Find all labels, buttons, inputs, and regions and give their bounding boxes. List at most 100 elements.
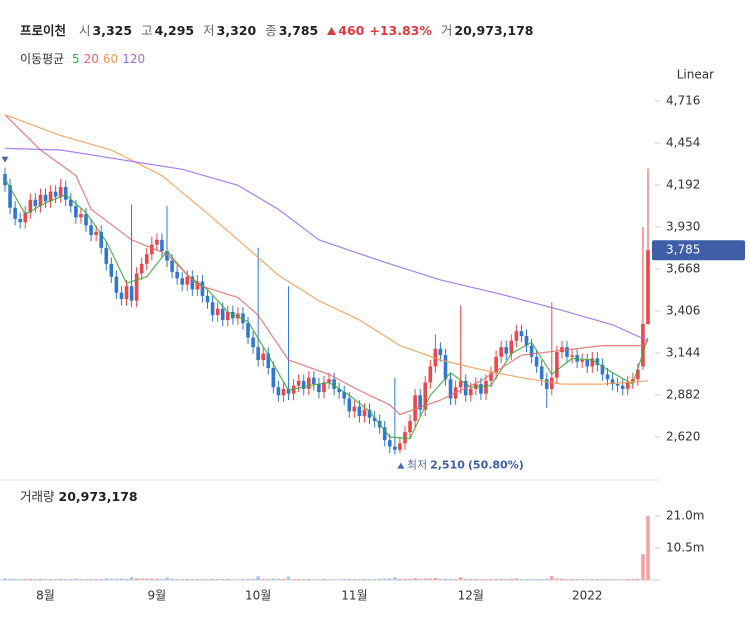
- candle-body: [175, 271, 179, 279]
- volume-bar: [144, 578, 149, 580]
- volume-bar: [605, 579, 610, 580]
- volume-bar: [84, 579, 88, 580]
- candle-body: [266, 353, 271, 369]
- volume-bar: [241, 579, 245, 580]
- candle-body: [8, 185, 12, 208]
- header-item-value: 3,325: [92, 23, 133, 38]
- volume-bar: [165, 577, 169, 580]
- moving-average-line: [4, 178, 649, 440]
- volume-bar: [453, 579, 458, 580]
- candle-body: [256, 347, 260, 361]
- candle-body: [352, 406, 357, 412]
- low-annotation: 최저 2,510 (50.80%): [407, 459, 524, 472]
- volume-bar: [160, 579, 164, 580]
- candle-body: [625, 382, 630, 389]
- volume-bar: [342, 579, 347, 580]
- volume-bar: [23, 579, 28, 580]
- volume-bar: [347, 578, 352, 580]
- volume-bar: [428, 578, 433, 580]
- volume-bar: [33, 579, 38, 580]
- volume-bar: [372, 579, 377, 580]
- candle-body: [615, 384, 620, 386]
- candle-body: [306, 377, 311, 389]
- volume-bar: [134, 578, 139, 580]
- low-annotation-change: (50.80%): [468, 459, 524, 472]
- candle-body: [646, 250, 650, 324]
- candle-body: [555, 352, 559, 378]
- candle-body: [458, 380, 463, 388]
- candle-body: [600, 364, 605, 375]
- candle-body: [139, 263, 144, 274]
- volume-bar: [398, 578, 402, 580]
- candle-body: [631, 379, 635, 383]
- ma-legend-item: 20: [83, 52, 99, 66]
- volume-bar: [362, 579, 367, 580]
- ma-legend: 이동평균 5 20 60 120: [20, 50, 145, 67]
- volume-bar: [63, 579, 68, 580]
- volume-bar: [317, 579, 321, 580]
- candle-body: [225, 311, 230, 320]
- volume-bar: [236, 579, 240, 580]
- candle-body: [367, 409, 372, 418]
- y-tick-label: 4,716: [666, 93, 700, 107]
- header: 프로이천 시 3,325 고 4,295 저 3,320 종 3,785 460 +13.83% 거…: [20, 20, 533, 39]
- candle-body: [220, 308, 225, 320]
- volume-bar: [301, 579, 306, 580]
- header-item-label: 종: [265, 23, 277, 38]
- candle-body: [150, 244, 154, 255]
- candle-body: [387, 440, 392, 447]
- volume-bar: [38, 578, 43, 580]
- volume-bar: [337, 579, 341, 580]
- volume-bar: [205, 579, 210, 580]
- candle-body: [251, 337, 255, 348]
- candle-body: [418, 395, 422, 410]
- volume-bar: [479, 579, 483, 580]
- volume-bar: [570, 579, 574, 580]
- candle-body: [43, 194, 48, 202]
- y-tick-label: 2,620: [666, 429, 700, 443]
- volume-bar: [53, 579, 58, 580]
- volume-bar: [48, 579, 53, 580]
- candle-body: [165, 251, 169, 261]
- volume-bar: [28, 578, 33, 580]
- candle-body: [413, 395, 417, 421]
- volume-bar: [438, 578, 443, 580]
- candle-body: [605, 374, 610, 380]
- candle-body: [296, 380, 301, 386]
- volume-bar: [155, 578, 159, 580]
- candle-body: [190, 276, 195, 290]
- candle-body: [89, 225, 93, 235]
- ma-legend-item: 5: [72, 52, 80, 66]
- volume-bar: [590, 579, 595, 580]
- volume-bar: [615, 579, 620, 580]
- candle-body: [509, 340, 514, 354]
- candle-body: [281, 388, 286, 396]
- candle-body: [104, 247, 109, 264]
- volume-bar: [104, 578, 109, 580]
- volume-bar: [544, 578, 549, 580]
- volume-bar: [620, 579, 625, 580]
- change: 460: [338, 23, 365, 38]
- x-tick-label: 2022: [572, 589, 603, 603]
- candle-body: [484, 380, 488, 394]
- candle-body: [322, 382, 326, 393]
- candle-body: [519, 331, 524, 336]
- candle-body: [423, 382, 428, 410]
- volume-bar: [514, 578, 519, 580]
- volume-bar: [251, 578, 255, 580]
- volume-bar: [322, 579, 326, 580]
- volume-bar: [560, 578, 564, 580]
- volume-bar: [89, 578, 93, 580]
- up-arrow: [327, 23, 337, 38]
- volume-bar: [423, 578, 428, 580]
- volume-bar: [484, 579, 488, 580]
- candle-body: [129, 286, 134, 301]
- candle-body: [99, 231, 103, 248]
- candle-body: [438, 348, 443, 356]
- x-tick-label: 12월: [458, 589, 484, 603]
- volume-bar: [195, 579, 200, 580]
- volume-bar: [636, 578, 640, 580]
- ma-legend-item: 60: [102, 52, 119, 66]
- volume-bar: [58, 578, 63, 580]
- header-item-label: 저: [203, 23, 215, 38]
